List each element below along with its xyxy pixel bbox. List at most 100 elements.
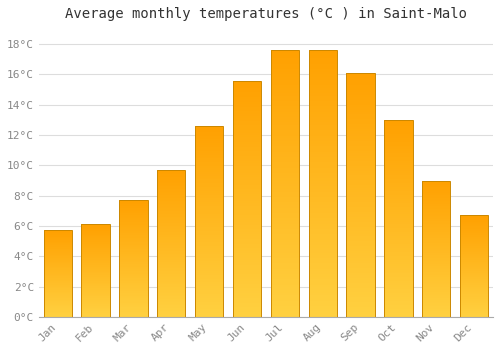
Bar [119,229,148,231]
Bar [308,293,337,295]
Bar [422,300,450,302]
Bar [195,244,224,246]
Bar [157,205,186,206]
Bar [233,270,261,272]
Bar [384,199,412,201]
Bar [384,210,412,212]
Bar [157,220,186,221]
Bar [384,281,412,284]
Bar [233,147,261,149]
Bar [195,174,224,176]
Bar [270,56,299,58]
Bar [270,186,299,189]
Bar [233,152,261,154]
Bar [270,85,299,88]
Bar [119,262,148,263]
Bar [422,253,450,254]
Bar [44,297,72,298]
Bar [346,195,375,197]
Bar [82,233,110,234]
Bar [82,257,110,258]
Bar [308,149,337,152]
Bar [233,227,261,229]
Bar [82,302,110,303]
Bar [422,266,450,268]
Bar [119,281,148,282]
Bar [346,251,375,253]
Bar [422,268,450,269]
Bar [308,221,337,224]
Bar [384,311,412,313]
Bar [460,309,488,310]
Bar [157,245,186,246]
Bar [157,259,186,261]
Bar [460,271,488,272]
Bar [308,106,337,109]
Bar [422,186,450,187]
Bar [233,140,261,142]
Bar [195,267,224,269]
Bar [270,309,299,312]
Bar [308,93,337,96]
Bar [195,183,224,185]
Bar [82,238,110,239]
Bar [270,239,299,242]
Bar [157,246,186,248]
Bar [346,239,375,241]
Bar [82,253,110,254]
Bar [422,289,450,291]
Bar [422,302,450,303]
Bar [119,277,148,278]
Bar [422,194,450,196]
Bar [82,299,110,300]
Bar [270,149,299,152]
Bar [233,170,261,173]
Bar [346,290,375,292]
Bar [195,202,224,204]
Bar [157,217,186,218]
Bar [384,128,412,130]
Bar [233,95,261,97]
Bar [82,286,110,287]
Bar [44,279,72,280]
Bar [384,206,412,209]
Bar [233,256,261,258]
Bar [157,254,186,255]
Bar [270,79,299,82]
Bar [422,242,450,243]
Bar [119,219,148,220]
Bar [233,279,261,281]
Bar [346,193,375,195]
Bar [44,263,72,264]
Bar [44,271,72,272]
Bar [460,222,488,223]
Bar [195,176,224,177]
Bar [346,217,375,219]
Bar [233,246,261,248]
Bar [195,130,224,132]
Bar [119,282,148,283]
Bar [119,271,148,273]
Bar [44,294,72,295]
Bar [157,255,186,257]
Bar [422,250,450,251]
Bar [422,196,450,197]
Bar [233,189,261,191]
Bar [308,74,337,77]
Bar [308,256,337,258]
Bar [346,168,375,170]
Bar [460,276,488,277]
Bar [308,295,337,298]
Bar [422,315,450,317]
Bar [460,252,488,253]
Bar [460,264,488,265]
Bar [195,273,224,275]
Bar [346,280,375,283]
Bar [119,200,148,201]
Bar [308,202,337,205]
Bar [460,255,488,256]
Bar [384,165,412,167]
Bar [157,248,186,249]
Bar [270,191,299,194]
Bar [422,216,450,217]
